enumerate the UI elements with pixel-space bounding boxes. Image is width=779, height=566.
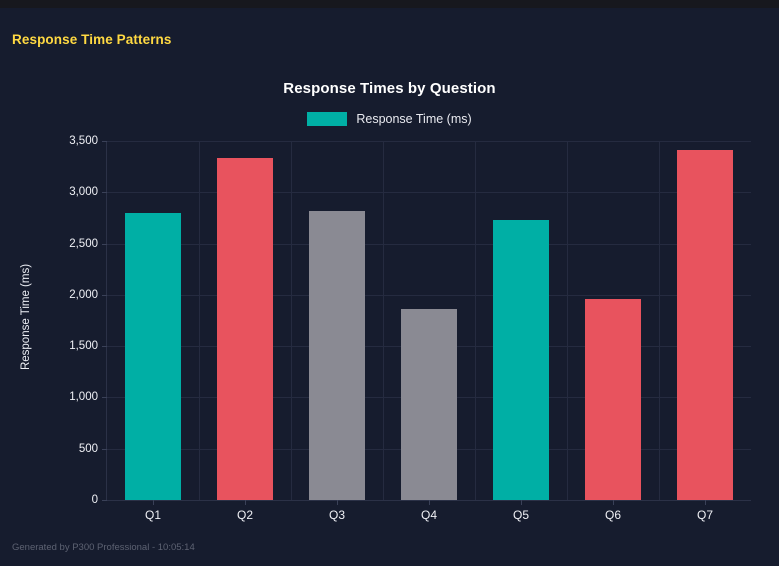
bar-q6[interactable]	[585, 298, 641, 500]
x-tick-mark	[429, 500, 430, 505]
y-tick-label: 2,500	[69, 237, 98, 250]
y-gridline	[107, 192, 751, 194]
y-tick-label: 2,000	[69, 288, 98, 301]
y-tick-label: 3,000	[69, 186, 98, 199]
page-title: Response Time Patterns	[12, 32, 172, 47]
y-tick-mark	[102, 192, 107, 194]
x-tick-label-q2: Q2	[236, 508, 254, 522]
y-gridline	[107, 294, 751, 296]
bar-q5[interactable]	[493, 219, 549, 500]
bar-q4[interactable]	[401, 309, 457, 500]
legend-label-response-time: Response Time (ms)	[356, 112, 472, 126]
y-axis-title: Response Time (ms)	[20, 263, 32, 371]
x-gridline	[659, 141, 660, 500]
y-gridline	[107, 243, 751, 245]
x-tick-mark	[153, 500, 154, 505]
bar-q7[interactable]	[677, 150, 733, 500]
x-tick-mark	[521, 500, 522, 505]
x-tick-label-q4: Q4	[420, 508, 438, 522]
x-gridline	[567, 141, 568, 500]
y-tick-mark	[102, 141, 107, 142]
plot-area-wrapper: Response Time (ms) 0 500 1,000 1,500 2,000 2,…	[14, 62, 765, 532]
x-tick-label-q6: Q6	[604, 508, 622, 522]
y-tick-mark	[102, 294, 107, 296]
y-tick-mark	[102, 346, 107, 348]
x-gridline	[383, 141, 384, 500]
bar-q1[interactable]	[125, 212, 181, 500]
y-tick-mark	[102, 500, 107, 501]
x-gridline	[199, 141, 200, 500]
y-tick-mark	[102, 448, 107, 450]
chart-title: Response Times by Question	[283, 80, 496, 97]
y-tick-mark	[102, 243, 107, 245]
x-gridline	[475, 141, 476, 500]
x-tick-mark	[245, 500, 246, 505]
y-tick-mark	[102, 397, 107, 399]
y-tick-label: 1,500	[69, 340, 98, 353]
x-tick-label-q7: Q7	[696, 508, 714, 522]
x-tick-label-q5: Q5	[512, 508, 530, 522]
x-tick-mark	[337, 500, 338, 505]
legend-swatch-response-time	[307, 112, 348, 126]
x-tick-label-q1: Q1	[144, 508, 162, 522]
y-tick-label: 500	[78, 442, 98, 455]
x-tick-mark	[613, 500, 614, 505]
bar-q2[interactable]	[217, 158, 273, 500]
plot-area: 0 500 1,000 1,500 2,000 2,500 3,000 3,500 Q1 Q2 Q3…	[69, 135, 751, 522]
x-tick-mark	[705, 500, 706, 505]
footer-generated-by: Generated by P300 Professional - 10:05:1…	[12, 542, 195, 553]
bar-q3[interactable]	[309, 210, 365, 500]
y-tick-label: 3,500	[69, 135, 98, 147]
x-gridline	[291, 141, 292, 500]
y-gridline	[107, 141, 751, 142]
chart-card: Response Times by Question Response Time…	[14, 62, 765, 532]
x-tick-label-q3: Q3	[328, 508, 346, 522]
window-top-strip	[0, 0, 779, 8]
y-tick-label: 1,000	[69, 391, 98, 404]
chart-legend[interactable]: Response Time (ms)	[14, 112, 765, 126]
y-tick-label: 0	[91, 494, 98, 506]
